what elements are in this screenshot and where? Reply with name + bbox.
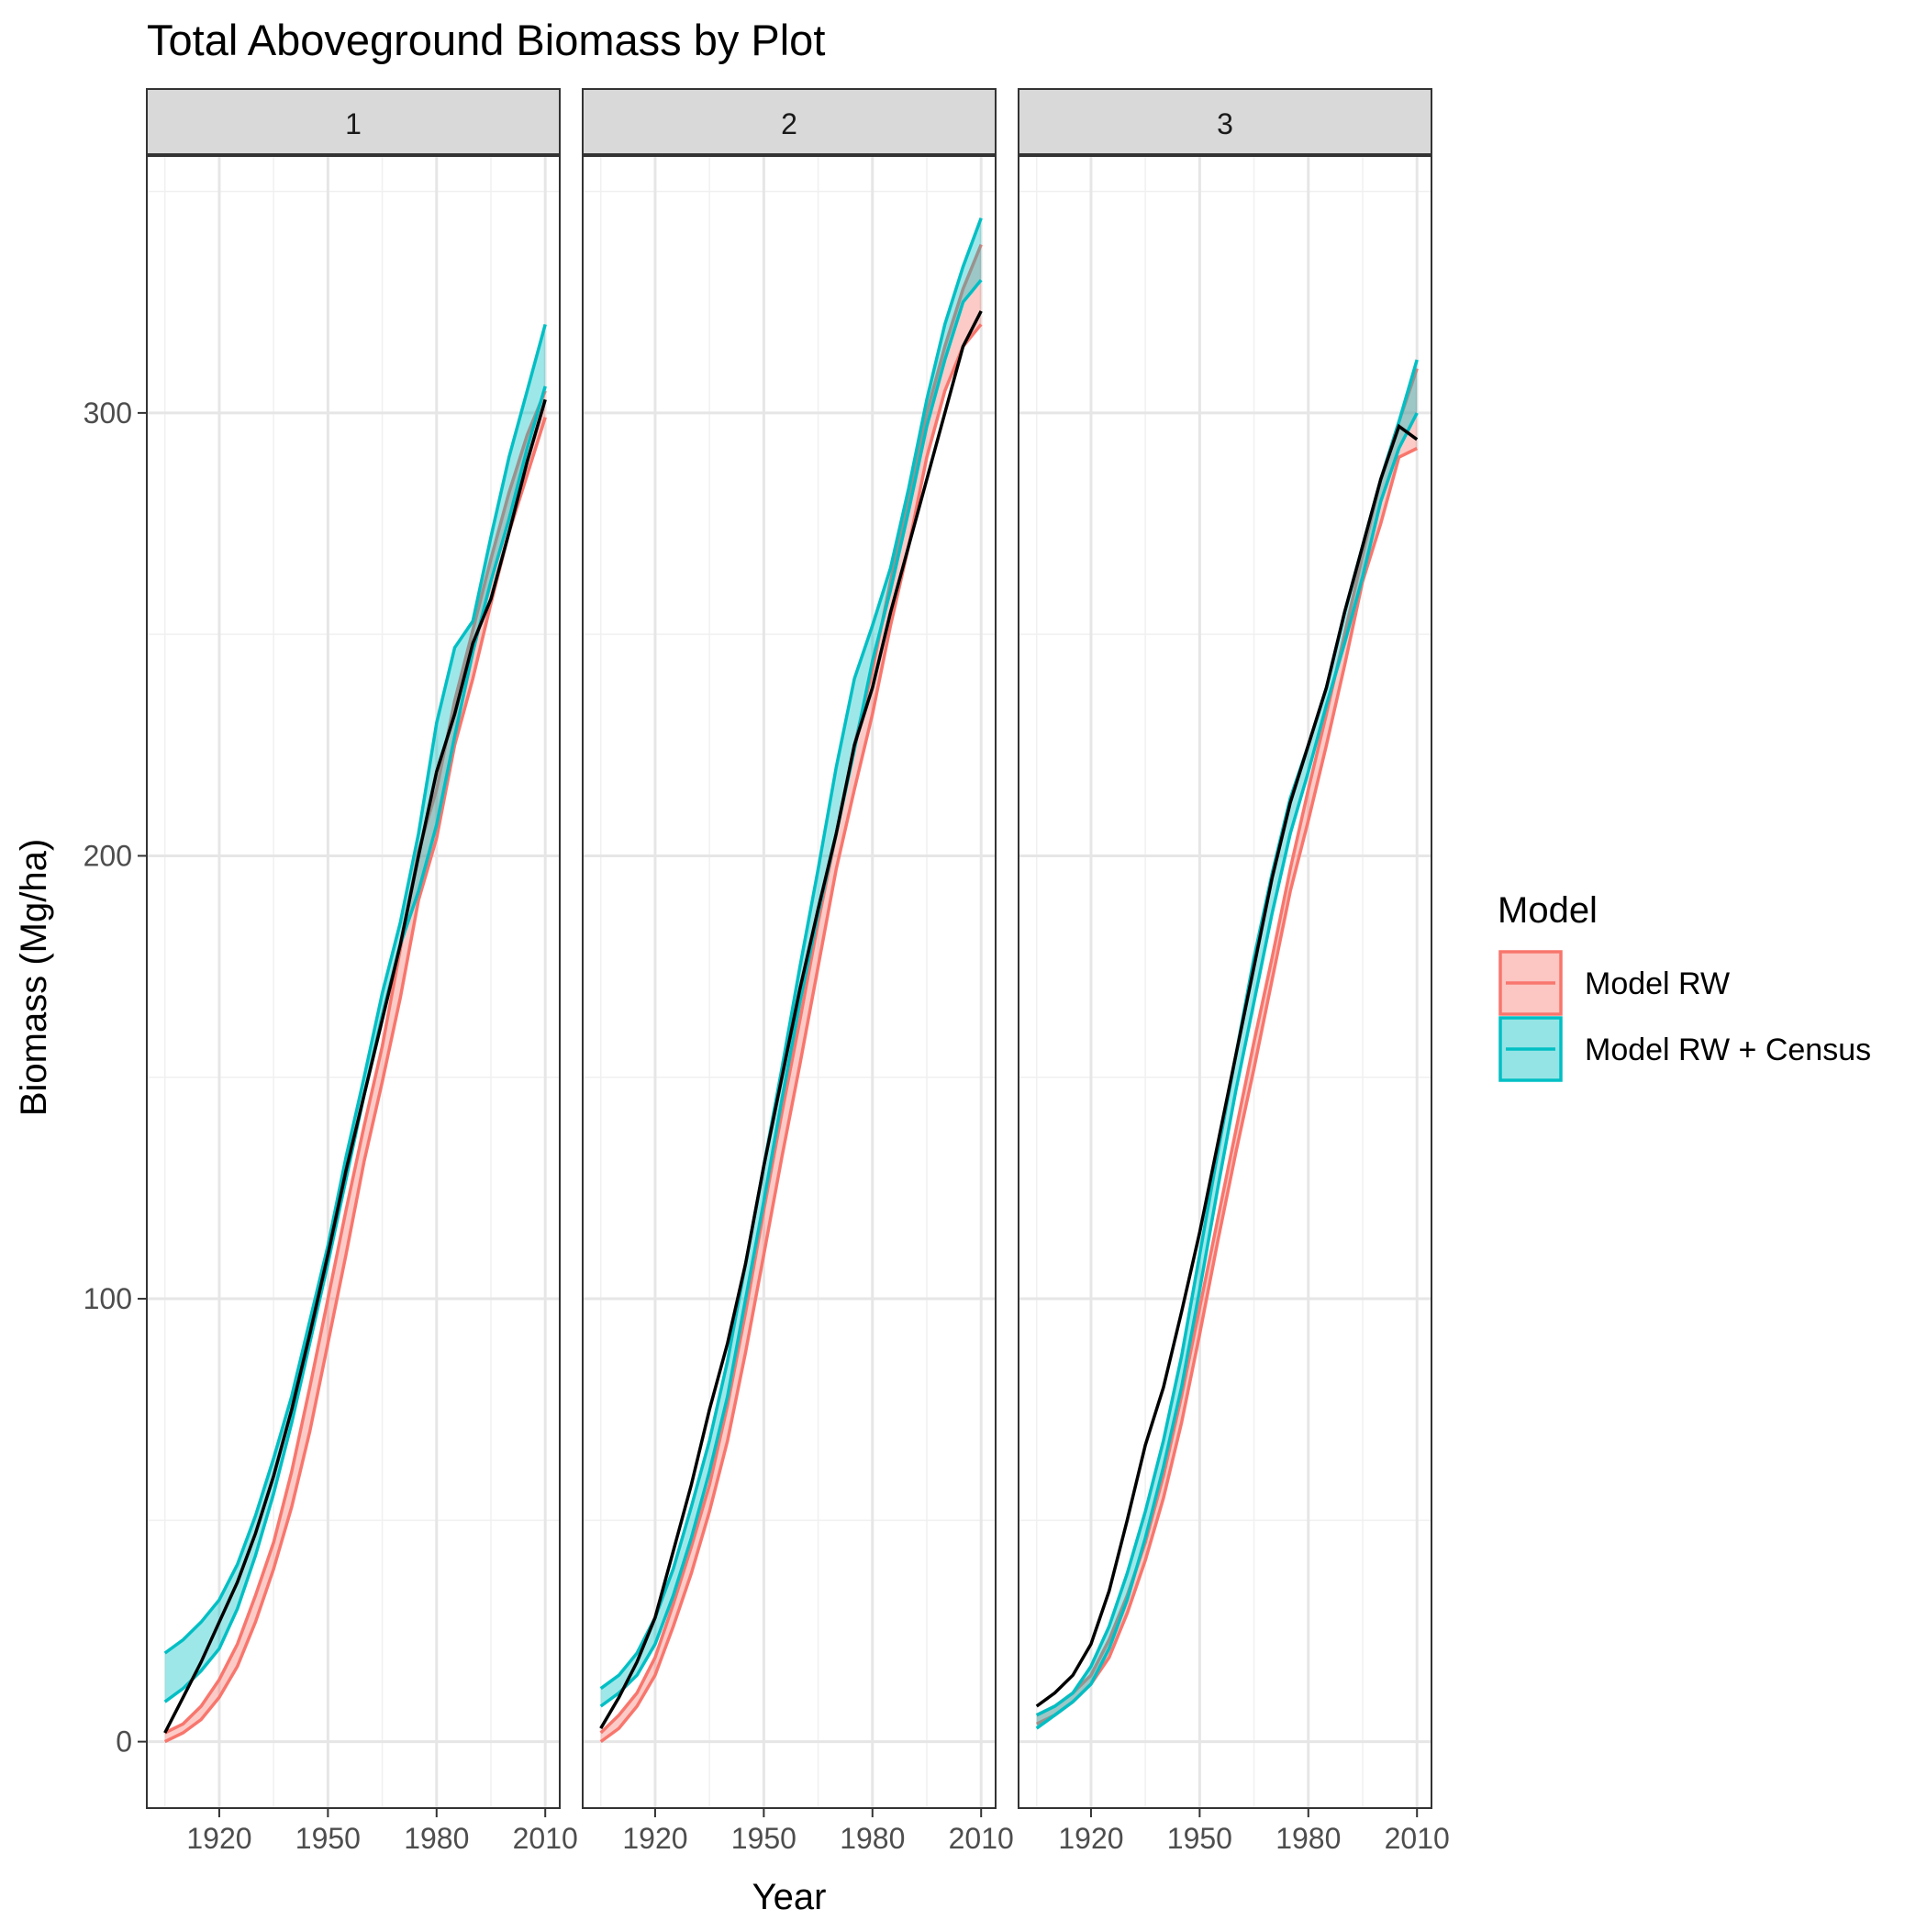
- y-tick-label: 100: [84, 1282, 132, 1315]
- legend-title: Model: [1498, 890, 1598, 931]
- x-tick-label: 1950: [295, 1822, 361, 1855]
- panel-background: [1019, 156, 1431, 1808]
- facet-strip-label: 1: [345, 107, 362, 140]
- x-tick-label: 2010: [1385, 1822, 1450, 1855]
- line-lower-model-rw-census: [599, 278, 983, 1708]
- legend-label-model-rw-census: Model RW + Census: [1585, 1033, 1871, 1067]
- y-tick-label: 200: [84, 839, 132, 872]
- facet-strip: [1018, 88, 1432, 155]
- line-observed: [1035, 423, 1419, 1708]
- line-lower-model-rw-census: [1035, 412, 1419, 1730]
- band-model-rw-census: [600, 218, 982, 1707]
- facet-panel-2: 2 1920 1950 1980 2010: [582, 88, 1014, 1855]
- line-upper-model-rw-census: [599, 217, 983, 1691]
- x-tick-label: 1980: [1275, 1822, 1341, 1855]
- panels-group: 1 1920 1950 1980 2010 0 100 200 300 2 1920 1950 1980…: [84, 88, 1450, 1855]
- x-tick-label: 1980: [840, 1822, 905, 1855]
- line-observed: [163, 398, 547, 1734]
- facet-strip-label: 3: [1217, 107, 1233, 140]
- panel-background: [147, 156, 560, 1808]
- line-upper-model-rw: [163, 390, 547, 1735]
- line-lower-model-rw: [1035, 446, 1418, 1725]
- x-axis-label: Year: [752, 1877, 827, 1917]
- panel-border: [582, 155, 997, 1809]
- band-model-rw-census: [1036, 360, 1418, 1729]
- line-upper-model-rw-census: [163, 323, 547, 1655]
- chart-title: Total Aboveground Biomass by Plot: [147, 16, 825, 64]
- line-lower-model-rw: [163, 417, 547, 1744]
- facet-strip-label: 2: [781, 107, 797, 140]
- line-upper-model-rw: [1035, 368, 1419, 1717]
- x-tick-label: 1980: [404, 1822, 469, 1855]
- y-axis-label: Biomass (Mg/ha): [14, 839, 54, 1116]
- facet-panel-1: 1 1920 1950 1980 2010 0 100 200 300: [84, 88, 578, 1855]
- line-lower-model-rw: [599, 323, 983, 1744]
- x-tick-label: 2010: [949, 1822, 1014, 1855]
- legend-label-model-rw: Model RW: [1585, 966, 1730, 1001]
- x-tick-label: 1920: [186, 1822, 251, 1855]
- line-observed: [599, 310, 983, 1729]
- y-tick-label: 300: [84, 396, 132, 430]
- x-tick-label: 2010: [513, 1822, 578, 1855]
- facet-panel-3: 3 1920 1950 1980 2010: [1018, 88, 1450, 1855]
- x-tick-label: 1950: [731, 1822, 796, 1855]
- facet-strip: [582, 88, 997, 155]
- line-upper-model-rw: [599, 243, 983, 1735]
- panel-border: [1018, 155, 1432, 1809]
- panel-border: [146, 155, 561, 1809]
- x-tick-label: 1920: [622, 1822, 687, 1855]
- legend: Model Model RW Model RW + Census: [1498, 890, 1871, 1082]
- y-tick-label: 0: [116, 1725, 132, 1759]
- x-tick-label: 1950: [1167, 1822, 1232, 1855]
- band-model-rw: [600, 244, 982, 1742]
- x-tick-label: 1920: [1058, 1822, 1123, 1855]
- facet-strip: [146, 88, 561, 155]
